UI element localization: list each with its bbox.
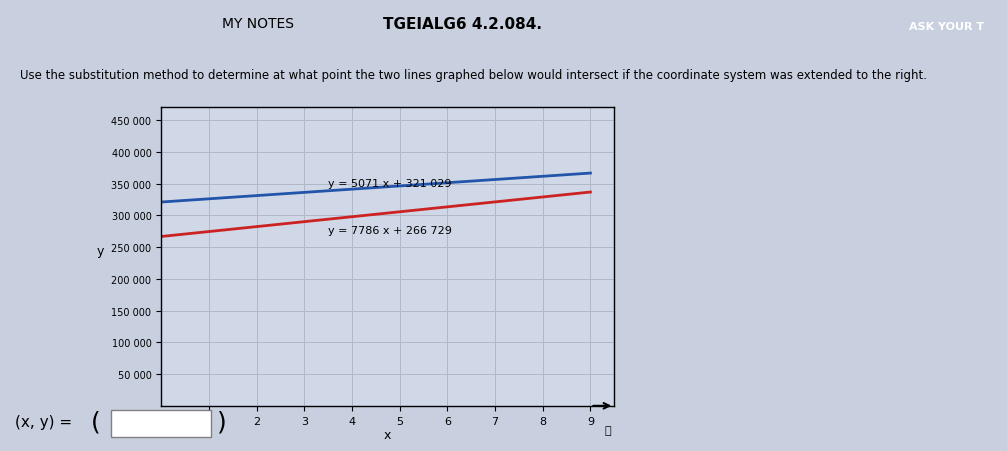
Y-axis label: y: y	[97, 244, 104, 257]
Text: MY NOTES: MY NOTES	[222, 18, 293, 31]
Text: (x, y) =: (x, y) =	[15, 414, 73, 429]
Text: Use the substitution method to determine at what point the two lines graphed bel: Use the substitution method to determine…	[20, 69, 927, 82]
FancyBboxPatch shape	[111, 410, 211, 437]
Text: y = 5071 x + 321 029: y = 5071 x + 321 029	[328, 178, 451, 188]
Text: ASK YOUR T: ASK YOUR T	[909, 22, 984, 32]
X-axis label: x: x	[384, 428, 392, 442]
Text: ⓘ: ⓘ	[605, 425, 611, 435]
Text: ): )	[217, 409, 227, 433]
Text: TGEIALG6 4.2.084.: TGEIALG6 4.2.084.	[383, 17, 542, 32]
Text: (: (	[91, 409, 101, 433]
Text: y = 7786 x + 266 729: y = 7786 x + 266 729	[328, 226, 452, 235]
